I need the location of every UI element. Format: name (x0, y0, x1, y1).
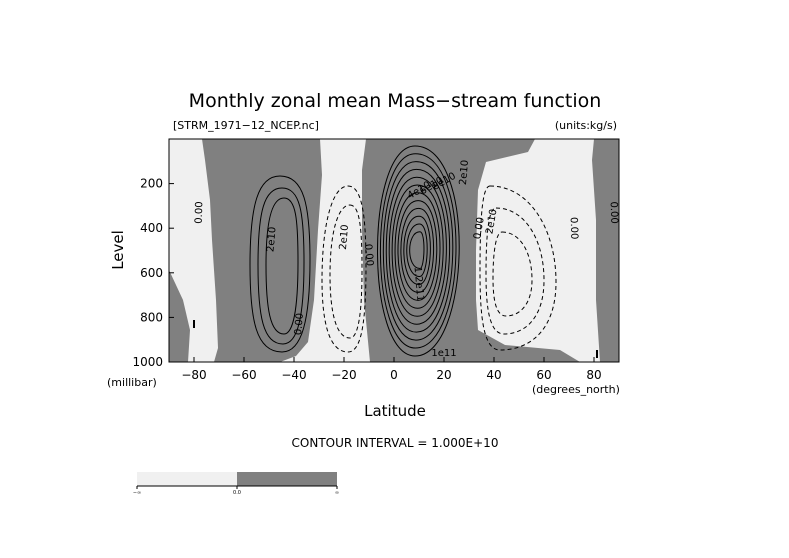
contour-label: 0.00 (472, 216, 487, 240)
contour-fragment (193, 320, 195, 328)
x-axis-unit: (degrees_north) (532, 383, 620, 396)
y-tick-label: 400 (140, 221, 163, 235)
x-axis-label: Latitude (364, 402, 426, 420)
contour-center-7 (394, 192, 441, 309)
contour-label: 0.00 (194, 201, 206, 224)
contour-label: 1e11 (431, 348, 456, 359)
colorbar-negative (137, 472, 237, 486)
contours-north-negative (479, 185, 557, 351)
x-tick-label: 60 (536, 368, 551, 382)
contour-south-neg-2 (329, 204, 363, 339)
contour-fragment (596, 350, 598, 358)
chart-subtitle-units: (units:kg/s) (555, 119, 617, 132)
x-tick-label: −60 (231, 368, 256, 382)
x-tick-label: 40 (486, 368, 501, 382)
contour-label: 2e10 (338, 224, 351, 250)
colorbar-positive (237, 472, 337, 486)
contour-label: 1.2e11 (412, 266, 426, 302)
x-tick-label: 0 (390, 368, 398, 382)
positive-fill-south (202, 139, 322, 362)
contour-center-6 (391, 184, 444, 317)
contour-label: 0.00 (568, 217, 580, 240)
contours-south-positive (249, 175, 311, 353)
contour-interval-label: CONTOUR INTERVAL = 1.000E+10 (292, 436, 499, 450)
y-tick-label: 200 (140, 177, 163, 191)
x-axis: −80 −60 −40 −20 0 20 40 60 80 (181, 357, 602, 382)
contour-south-1 (249, 175, 311, 353)
colorbar-label-min: −∞ (133, 490, 141, 496)
positive-fill-lowlevel-south (169, 270, 190, 362)
colorbar: −∞ 0.0 ∞ (133, 472, 339, 496)
y-axis-label: Level (109, 230, 127, 270)
y-axis: 200 400 600 800 1000 (132, 177, 174, 369)
contour-center-4 (385, 168, 451, 333)
x-tick-label: −80 (181, 368, 206, 382)
y-tick-label: 800 (140, 310, 163, 324)
y-tick-label: 600 (140, 266, 163, 280)
positive-fill-north (592, 139, 619, 362)
contour-label: 0.00 (608, 201, 620, 224)
chart-title: Monthly zonal mean Mass−stream function (189, 90, 602, 112)
contour-north-neg-2 (485, 207, 545, 335)
colorbar-label-max: ∞ (335, 490, 339, 496)
x-tick-label: −40 (281, 368, 306, 382)
contour-label: 0.00 (362, 243, 375, 266)
contours-center-positive (377, 145, 460, 357)
contour-south-3 (265, 197, 299, 335)
contour-center-10 (403, 215, 431, 285)
contour-center-1 (377, 145, 460, 357)
contour-center-2 (380, 153, 457, 349)
x-tick-label: 20 (436, 368, 451, 382)
contour-center-12 (409, 231, 425, 270)
contour-center-8 (397, 200, 438, 301)
contour-south-2 (257, 187, 305, 345)
contour-south-neg-1 (321, 185, 367, 353)
contour-label: 2e10 (458, 159, 471, 185)
contour-label: 2e10 (265, 226, 278, 252)
contour-north-neg-1 (479, 185, 557, 351)
positive-fill-center (362, 139, 580, 362)
contour-center-11 (406, 223, 428, 278)
y-axis-unit: (millibar) (107, 376, 157, 389)
contour-north-neg-3 (492, 231, 533, 317)
x-tick-label: −20 (331, 368, 356, 382)
contour-center-5 (388, 176, 447, 325)
positive-region (169, 139, 619, 362)
y-tick-label: 1000 (132, 355, 163, 369)
contours-south-negative (321, 185, 367, 353)
contour-label: 2e10 (484, 208, 499, 235)
contour-center-3 (382, 161, 454, 341)
contour-center-9 (400, 207, 435, 293)
chart-subtitle-file: [STRM_1971−12_NCEP.nc] (173, 119, 319, 132)
x-tick-label: 80 (586, 368, 601, 382)
colorbar-label-mid: 0.0 (233, 490, 241, 496)
contour-label: 0.00 (293, 313, 306, 336)
